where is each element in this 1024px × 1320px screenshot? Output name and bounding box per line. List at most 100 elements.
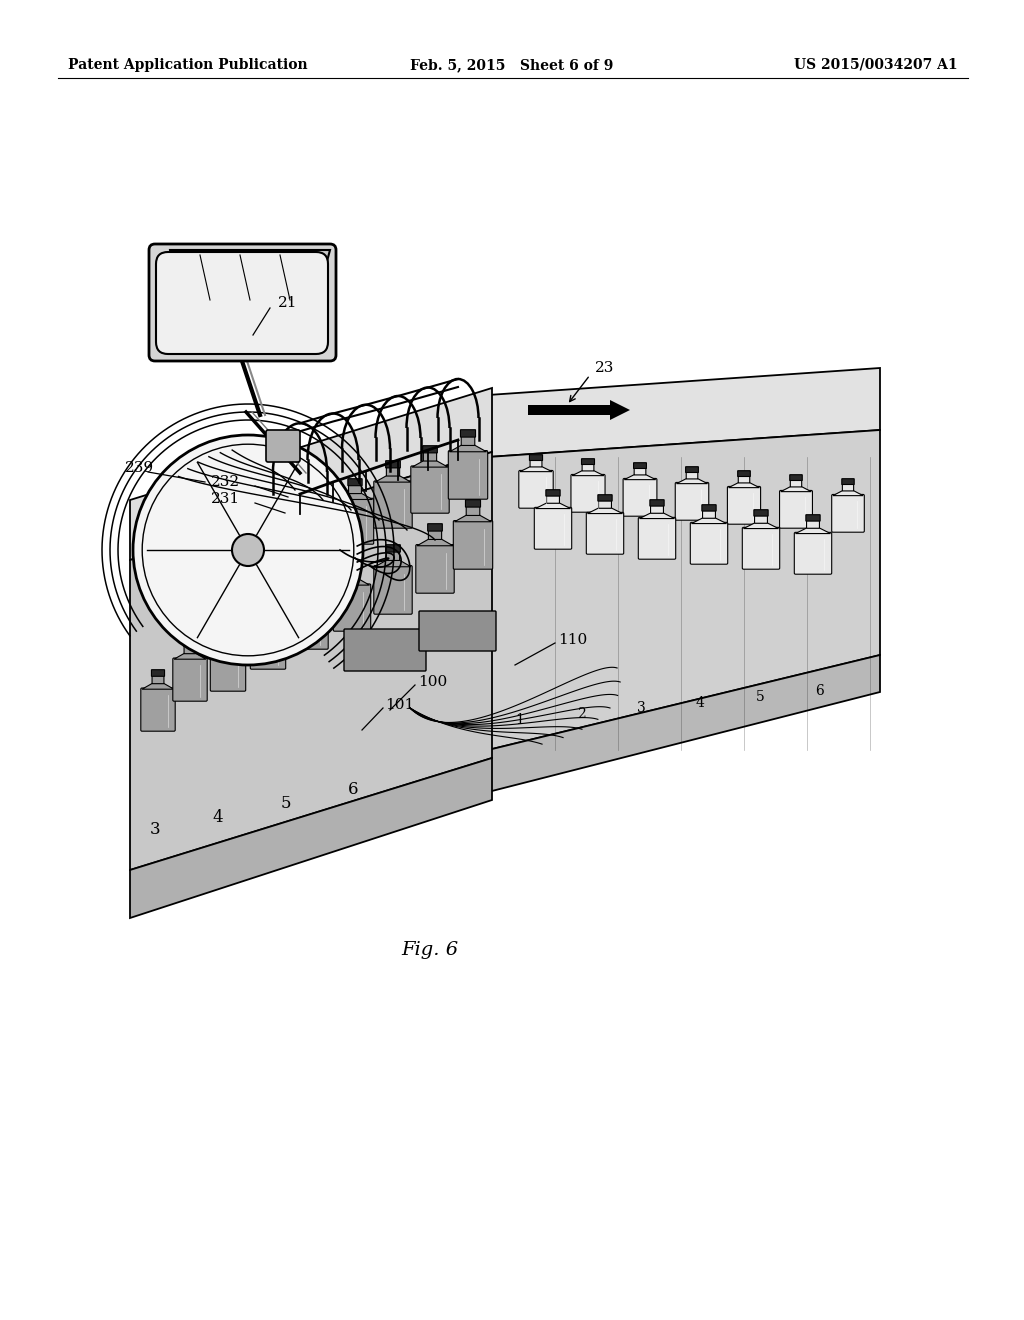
Polygon shape <box>691 517 726 524</box>
Polygon shape <box>528 400 630 420</box>
FancyBboxPatch shape <box>261 606 274 612</box>
FancyBboxPatch shape <box>386 545 400 552</box>
Polygon shape <box>212 642 245 648</box>
FancyBboxPatch shape <box>727 487 761 524</box>
Text: 4: 4 <box>695 696 705 710</box>
FancyBboxPatch shape <box>150 244 336 360</box>
FancyBboxPatch shape <box>416 545 455 593</box>
FancyBboxPatch shape <box>184 645 196 653</box>
FancyBboxPatch shape <box>795 532 831 574</box>
FancyBboxPatch shape <box>210 647 246 692</box>
FancyBboxPatch shape <box>547 495 559 503</box>
FancyBboxPatch shape <box>686 471 697 479</box>
Text: 2: 2 <box>577 708 586 721</box>
Text: 5: 5 <box>756 690 764 704</box>
FancyBboxPatch shape <box>634 467 646 475</box>
FancyBboxPatch shape <box>755 515 767 523</box>
FancyBboxPatch shape <box>634 463 646 469</box>
FancyBboxPatch shape <box>742 528 779 569</box>
Text: 101: 101 <box>385 698 415 711</box>
FancyBboxPatch shape <box>690 523 728 564</box>
FancyBboxPatch shape <box>292 603 329 649</box>
Text: Feb. 5, 2015   Sheet 6 of 9: Feb. 5, 2015 Sheet 6 of 9 <box>411 58 613 73</box>
FancyBboxPatch shape <box>582 458 595 465</box>
FancyBboxPatch shape <box>650 500 665 506</box>
Polygon shape <box>174 653 206 659</box>
Polygon shape <box>488 368 880 457</box>
Polygon shape <box>300 508 336 515</box>
Polygon shape <box>130 451 492 870</box>
Polygon shape <box>780 487 811 491</box>
Text: 232: 232 <box>211 475 240 488</box>
FancyBboxPatch shape <box>843 483 854 491</box>
FancyBboxPatch shape <box>348 479 362 486</box>
FancyBboxPatch shape <box>779 491 812 528</box>
Text: 5: 5 <box>281 795 291 812</box>
FancyBboxPatch shape <box>250 624 286 669</box>
Polygon shape <box>833 491 863 495</box>
Polygon shape <box>796 528 830 533</box>
FancyBboxPatch shape <box>449 450 487 499</box>
Polygon shape <box>130 758 492 917</box>
FancyBboxPatch shape <box>529 454 543 461</box>
Circle shape <box>133 436 362 665</box>
FancyBboxPatch shape <box>428 531 441 540</box>
FancyBboxPatch shape <box>303 583 317 591</box>
FancyBboxPatch shape <box>336 498 374 544</box>
Circle shape <box>232 535 264 566</box>
Text: 110: 110 <box>558 634 587 647</box>
FancyBboxPatch shape <box>466 500 480 507</box>
Polygon shape <box>488 655 880 792</box>
FancyBboxPatch shape <box>262 611 274 620</box>
Text: 3: 3 <box>150 821 161 838</box>
Polygon shape <box>640 512 675 519</box>
FancyBboxPatch shape <box>582 463 594 471</box>
FancyBboxPatch shape <box>348 484 361 494</box>
Polygon shape <box>412 461 449 467</box>
FancyBboxPatch shape <box>807 520 819 528</box>
Text: Fig. 6: Fig. 6 <box>401 941 459 960</box>
FancyBboxPatch shape <box>386 461 400 467</box>
Polygon shape <box>572 470 604 475</box>
Polygon shape <box>729 482 760 487</box>
FancyBboxPatch shape <box>791 479 802 487</box>
FancyBboxPatch shape <box>571 474 605 512</box>
Text: 6: 6 <box>816 684 824 698</box>
FancyBboxPatch shape <box>737 471 751 477</box>
FancyBboxPatch shape <box>702 511 716 519</box>
FancyBboxPatch shape <box>141 688 175 731</box>
Polygon shape <box>142 684 174 689</box>
FancyBboxPatch shape <box>638 517 676 560</box>
Polygon shape <box>520 466 552 471</box>
Polygon shape <box>677 478 708 483</box>
Polygon shape <box>293 598 327 605</box>
FancyBboxPatch shape <box>790 475 802 480</box>
FancyBboxPatch shape <box>152 669 165 676</box>
FancyBboxPatch shape <box>386 467 399 477</box>
FancyBboxPatch shape <box>623 478 657 516</box>
FancyBboxPatch shape <box>386 552 399 561</box>
FancyBboxPatch shape <box>419 611 496 651</box>
FancyBboxPatch shape <box>374 480 413 528</box>
FancyBboxPatch shape <box>461 430 475 437</box>
Text: 3: 3 <box>637 701 645 715</box>
FancyBboxPatch shape <box>686 467 698 473</box>
FancyBboxPatch shape <box>173 657 207 701</box>
Text: 21: 21 <box>278 296 298 310</box>
FancyBboxPatch shape <box>806 515 820 521</box>
Polygon shape <box>252 619 285 626</box>
FancyBboxPatch shape <box>156 252 328 354</box>
FancyBboxPatch shape <box>311 494 326 500</box>
FancyBboxPatch shape <box>428 524 442 531</box>
Polygon shape <box>338 494 373 499</box>
Polygon shape <box>335 578 370 585</box>
Text: 6: 6 <box>348 781 358 799</box>
FancyBboxPatch shape <box>299 513 337 560</box>
Polygon shape <box>536 503 570 508</box>
Polygon shape <box>625 474 655 479</box>
FancyBboxPatch shape <box>650 506 664 513</box>
Text: 231: 231 <box>211 492 240 506</box>
Text: 1: 1 <box>515 713 524 727</box>
FancyBboxPatch shape <box>701 504 716 511</box>
FancyBboxPatch shape <box>423 446 437 453</box>
